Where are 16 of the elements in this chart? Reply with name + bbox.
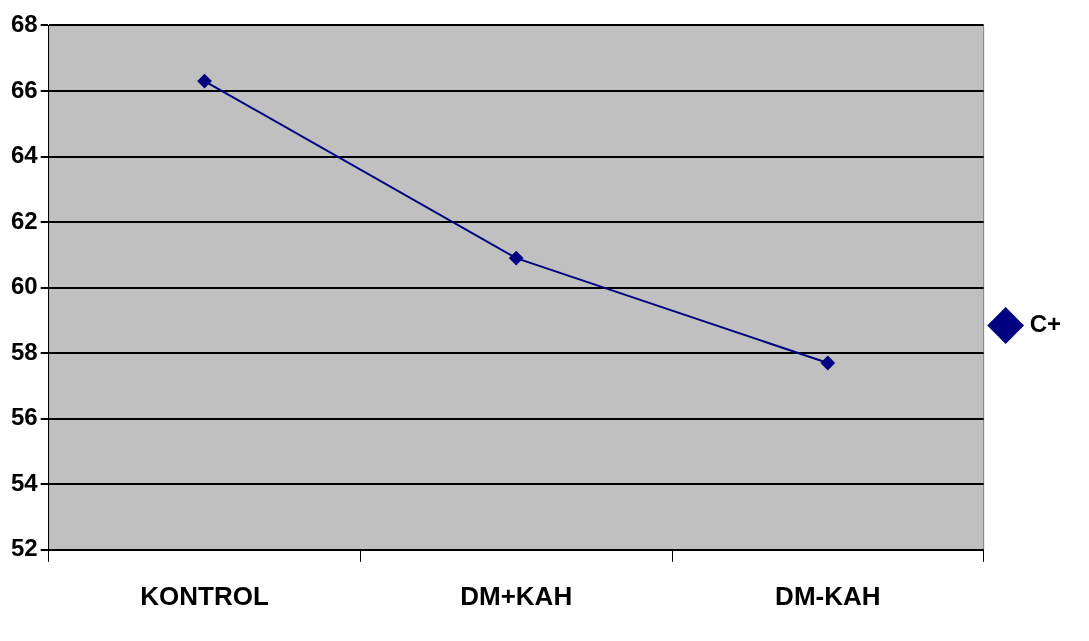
y-tick-label: 56 [10,403,38,431]
y-tick-label: 64 [10,141,39,169]
point [197,74,212,89]
point [820,355,835,370]
y-tick-label: 66 [10,75,38,103]
y-tick-label: 62 [10,206,38,234]
legend-label: C+ [1029,310,1062,338]
x-tick-label: DM+KAH [460,580,573,611]
y-tick-label: 52 [10,534,38,562]
x-tick-label: DM-KAH [775,580,881,611]
point [509,251,524,266]
y-tick-label: 54 [10,468,39,496]
y-tick-label: 60 [10,272,38,300]
x-tick-label: KONTROL [140,580,269,611]
y-tick-label: 58 [10,337,38,365]
y-tick-label: 68 [10,10,38,38]
